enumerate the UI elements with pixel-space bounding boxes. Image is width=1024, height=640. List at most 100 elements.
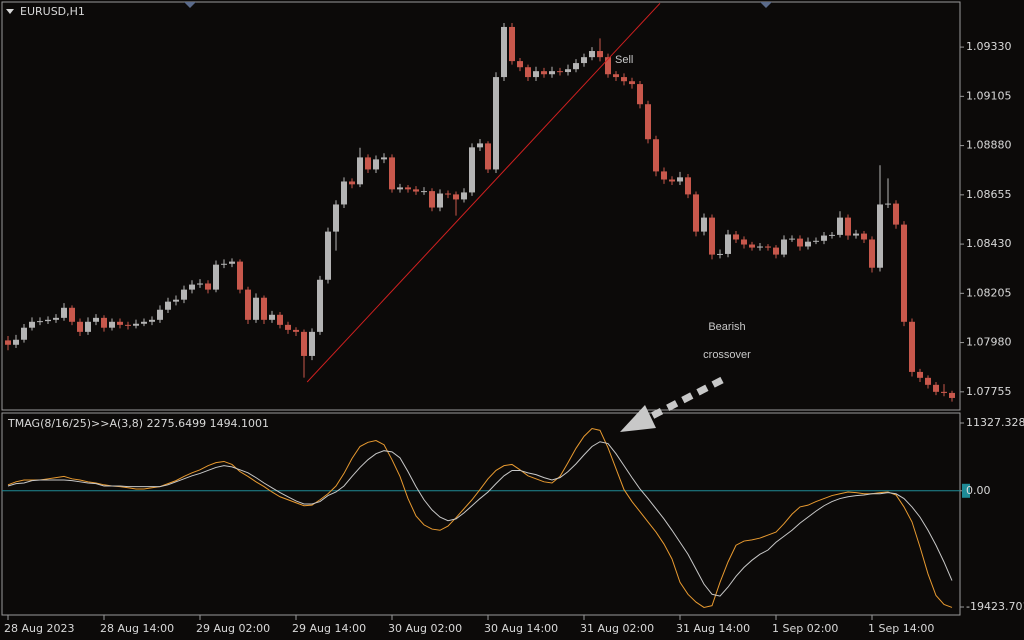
candle-body — [149, 319, 155, 322]
candle-body — [357, 157, 363, 185]
candle-body — [845, 217, 851, 236]
candle-body — [389, 157, 395, 190]
candle-body — [805, 241, 811, 247]
candle-body — [749, 244, 755, 248]
candle-body — [685, 177, 691, 195]
candle-body — [349, 181, 355, 185]
x-tick-label: 28 Aug 2023 — [4, 622, 74, 635]
candle-body — [229, 261, 235, 264]
candle-body — [621, 77, 627, 82]
candle-body — [253, 297, 259, 320]
annotation: Sell — [615, 54, 633, 66]
indicator-line — [7, 428, 953, 608]
x-tick-label: 30 Aug 02:00 — [388, 622, 462, 635]
candle-body — [661, 171, 667, 180]
candle-body — [861, 233, 867, 240]
candle-body — [117, 321, 123, 325]
candle-body — [789, 238, 795, 240]
candle-body — [837, 217, 843, 235]
candle-body — [493, 77, 499, 170]
candle-body — [877, 204, 883, 268]
candle-body — [757, 246, 763, 248]
candle-body — [397, 187, 403, 190]
candle-body — [573, 63, 579, 70]
x-tick-label: 1 Sep 14:00 — [868, 622, 934, 635]
candle-body — [829, 234, 835, 236]
candle-body — [205, 283, 211, 290]
candle-body — [509, 26, 515, 62]
candle-body — [637, 84, 643, 105]
x-tick-label: 30 Aug 14:00 — [484, 622, 558, 635]
candle-body — [405, 187, 411, 190]
candle-body — [589, 51, 595, 58]
x-tick-label: 31 Aug 14:00 — [676, 622, 750, 635]
candle-body — [13, 339, 19, 345]
candle-body — [565, 69, 571, 73]
candle-body — [581, 57, 587, 64]
candle-body — [365, 157, 371, 170]
symbol-title: EURUSD,H1 — [20, 5, 85, 18]
candle-body — [501, 26, 507, 78]
candle-body — [173, 299, 179, 302]
candle-body — [101, 317, 107, 328]
candle-body — [597, 51, 603, 58]
candle-body — [541, 71, 547, 75]
candle-body — [557, 71, 563, 73]
candle-body — [77, 321, 83, 332]
indicator-panel — [1, 412, 961, 616]
candle-body — [373, 159, 379, 170]
candle-body — [605, 57, 611, 75]
y-tick-label: 1.08205 — [966, 286, 1012, 299]
candle-body — [909, 321, 915, 372]
candle-body — [453, 194, 459, 200]
candle-body — [317, 279, 323, 332]
candle-body — [45, 319, 51, 322]
candle-body — [725, 234, 731, 254]
candle-body — [309, 331, 315, 356]
candle-body — [853, 233, 859, 236]
zero-label-box — [962, 483, 970, 498]
candle-body — [781, 239, 787, 255]
candle-body — [693, 194, 699, 232]
candle-body — [157, 309, 163, 320]
trend-line — [306, 2, 661, 383]
candle-body — [765, 246, 771, 248]
candle-body — [237, 261, 243, 290]
candle-body — [901, 224, 907, 322]
candle-body — [869, 239, 875, 268]
x-tick-label: 29 Aug 14:00 — [292, 622, 366, 635]
candle-body — [461, 192, 467, 200]
candle-body — [733, 234, 739, 240]
candle-body — [797, 238, 803, 247]
y-tick-label: -19423.701 — [966, 600, 1024, 613]
candle-body — [429, 191, 435, 208]
candle-body — [917, 371, 923, 378]
candle-body — [341, 181, 347, 205]
candle-body — [213, 264, 219, 290]
candle-body — [949, 392, 955, 398]
symbol-menu-icon[interactable] — [6, 9, 14, 14]
crossover-arrow — [620, 376, 724, 432]
indicator-line — [7, 441, 953, 597]
y-tick-label: 1.09330 — [966, 40, 1012, 53]
y-tick-label: 11327.328 — [966, 416, 1024, 429]
candle-body — [109, 321, 115, 328]
y-tick-label: 1.07980 — [966, 336, 1012, 349]
candle-body — [533, 71, 539, 78]
x-tick-label: 31 Aug 02:00 — [580, 622, 654, 635]
y-tick-label: 1.08430 — [966, 237, 1012, 250]
candle-body — [941, 391, 947, 393]
candle-body — [325, 231, 331, 280]
candle-body — [221, 263, 227, 265]
indicator-title: TMAG(8/16/25)>>A(3,8) 2275.6499 1494.100… — [7, 417, 269, 430]
candle-body — [613, 74, 619, 78]
period-marker — [760, 2, 772, 8]
candle-body — [301, 331, 307, 356]
candle-body — [645, 104, 651, 140]
candle-body — [717, 253, 723, 255]
candle-body — [485, 143, 491, 170]
candle-body — [333, 204, 339, 232]
x-tick-label: 29 Aug 02:00 — [196, 622, 270, 635]
candle-body — [189, 284, 195, 290]
